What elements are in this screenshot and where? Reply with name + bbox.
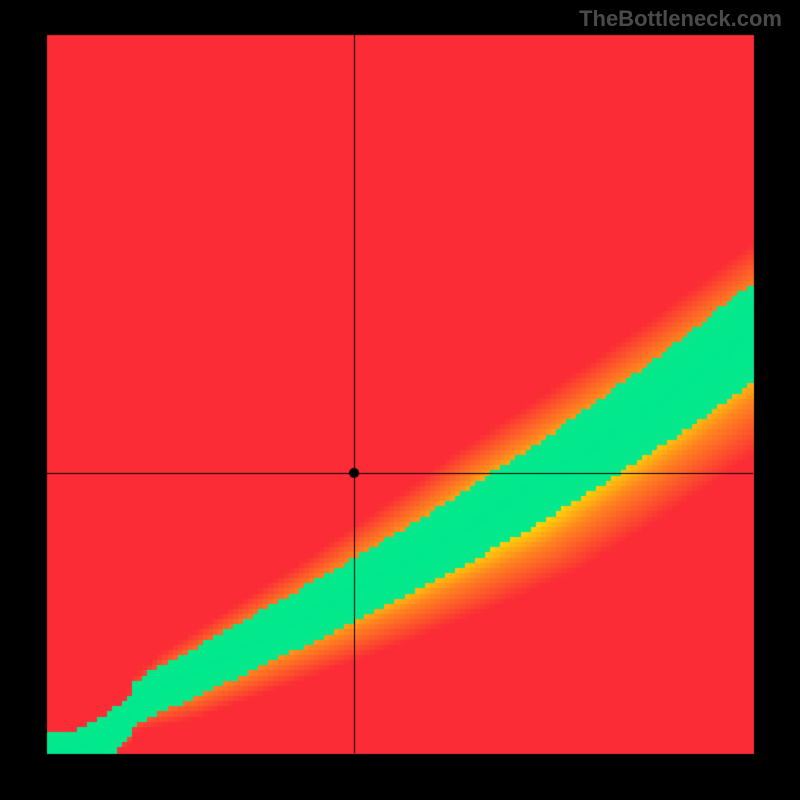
- chart-container: TheBottleneck.com: [0, 0, 800, 800]
- heatmap-canvas: [0, 0, 800, 800]
